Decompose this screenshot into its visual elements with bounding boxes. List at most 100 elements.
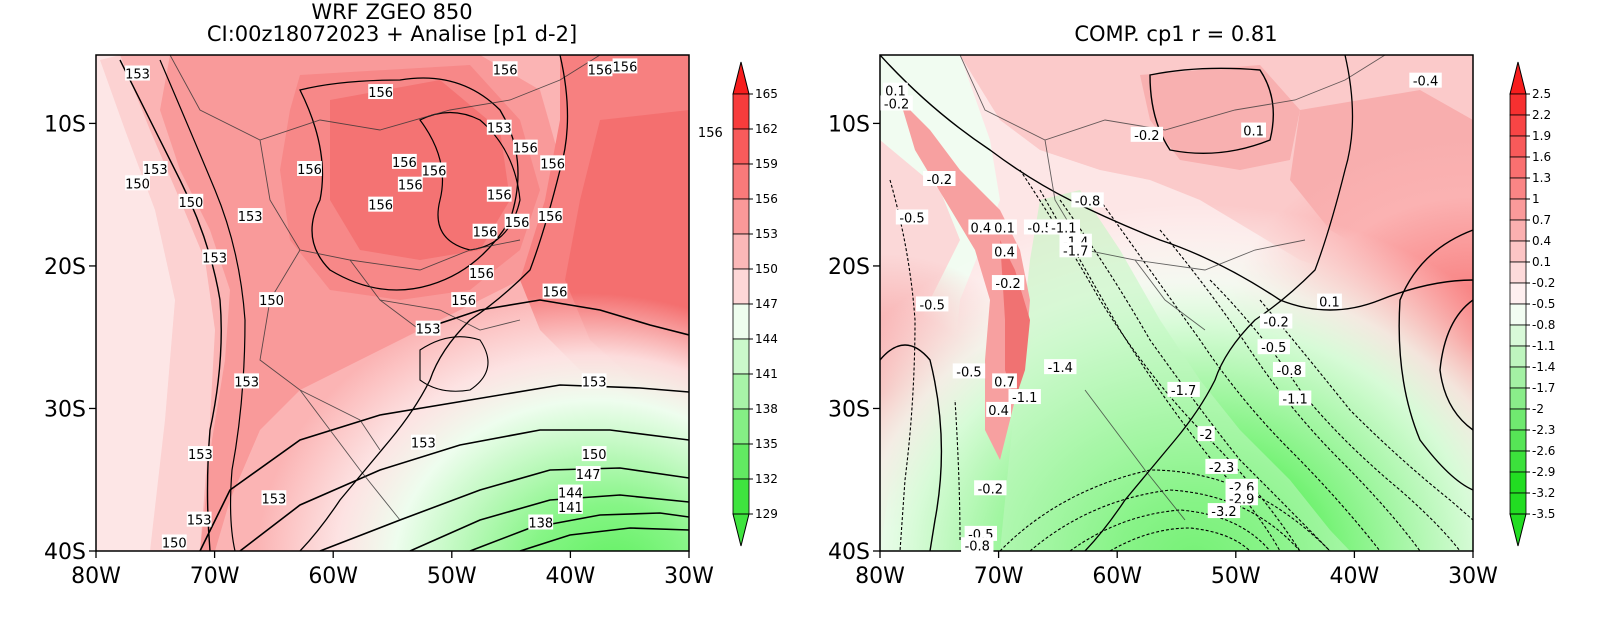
right-x-tick-label: 80W	[855, 564, 905, 589]
left-contour-label-bg	[234, 373, 260, 389]
left-contour-label: 150	[178, 196, 203, 211]
left-contour-label: 153	[143, 163, 168, 178]
right-contour-label-bg	[1008, 389, 1041, 405]
right-contour-label: 0.4	[994, 246, 1015, 261]
left-contour-label: 156	[487, 189, 512, 204]
left-contour-label: 153	[238, 210, 263, 225]
right-colorbar-segment	[1509, 219, 1527, 242]
left-contour-label-bg	[558, 498, 583, 514]
right-contour-label-bg	[1409, 72, 1442, 88]
right-contour-label-bg	[961, 537, 994, 553]
right-contour-label-bg	[1205, 458, 1238, 474]
left-contour-label-bg	[581, 446, 607, 462]
left-contour-label-bg	[186, 511, 212, 527]
left-colorbar-segment	[732, 128, 750, 165]
right-colorbar: 2.5 2.2 1.9 1.6 1.3 1 0.7 0.4 0.1 -0.2 -0.5 -0.8 -1.…	[1509, 61, 1555, 547]
right-colorbar-segment	[1509, 156, 1527, 179]
left-contour-label-bg	[540, 155, 566, 171]
right-colorbar-label: -2.9	[1532, 465, 1555, 479]
right-colorbar-label: -0.2	[1532, 276, 1555, 290]
right-contour-label: -1.4	[1048, 361, 1073, 376]
left-contour-label: 156	[540, 157, 565, 172]
right-y-tick-label: 20S	[828, 255, 870, 280]
left-contour-label-bg	[472, 223, 498, 239]
left-contour-label-bg	[492, 61, 518, 77]
right-x-tick-label: 40W	[1330, 564, 1380, 589]
left-colorbar-label: 159	[755, 157, 778, 171]
right-y-tick-label: 10S	[828, 112, 870, 137]
left-contour-label: 153	[125, 68, 150, 83]
left-contour-label: 156	[588, 63, 613, 78]
left-contour-label-bg	[237, 208, 263, 224]
left-colorbar-label: 165	[755, 87, 778, 101]
left-contour-label-bg	[486, 119, 512, 135]
right-contour-label-bg	[1130, 126, 1164, 142]
left-contour-label: 153	[261, 492, 286, 507]
left-x-tick-label: 60W	[308, 564, 358, 589]
right-map-frame	[879, 54, 1474, 552]
right-contour-label: -2.3	[1209, 461, 1234, 476]
right-colorbar-label: -0.5	[1532, 297, 1555, 311]
right-contour-label: -0.2	[927, 173, 952, 188]
right-colorbar-bottom-arrow	[1509, 513, 1527, 547]
left-contour-label: 156	[297, 163, 322, 178]
map-panel-right: COMP. cp1 r = 0.81	[828, 22, 1555, 589]
left-x-tick-label: 70W	[190, 564, 240, 589]
right-colorbar-segment	[1509, 366, 1527, 389]
left-contour-label-bg	[202, 249, 227, 265]
left-contour-label: 153	[234, 375, 259, 390]
right-x-tick-label: 50W	[1211, 564, 1261, 589]
left-title-line2: CI:00z18072023 + Analise [p1 d-2]	[207, 22, 577, 46]
left-colorbar-label: 156	[755, 192, 778, 206]
left-contour-label: 153	[582, 375, 607, 390]
right-y-tick-label: 40S	[828, 540, 870, 565]
left-y-tick-label: 20S	[44, 255, 86, 280]
left-y-tick-label: 40S	[44, 540, 86, 565]
right-colorbar-label: 0.4	[1532, 234, 1551, 248]
left-colorbar-label: 150	[755, 262, 778, 276]
right-contour-label: -0.8	[1276, 364, 1301, 379]
right-colorbar-label: -1.4	[1532, 360, 1555, 374]
left-contour-label: 156	[513, 142, 538, 157]
left-contour-label-bg	[697, 123, 723, 139]
left-contour-label: 138	[528, 516, 553, 531]
left-contour-label: 156	[469, 267, 494, 282]
left-contour-label: 153	[187, 514, 212, 529]
left-colorbar-top-arrow	[732, 61, 750, 95]
right-contour-label: -0.5	[899, 211, 924, 226]
left-colorbar-segment	[732, 163, 750, 200]
left-contour-label-bg	[575, 466, 601, 482]
right-contour-label-bg	[1071, 192, 1104, 208]
left-contour-label-bg	[397, 176, 423, 192]
right-colorbar-top-arrow	[1509, 61, 1527, 95]
left-colorbar-label: 132	[755, 472, 778, 486]
left-contour-label: 156	[392, 156, 417, 171]
right-contour-label-bg	[1225, 478, 1258, 494]
left-contour-label-bg	[187, 446, 213, 462]
right-contour-label-bg	[1272, 361, 1306, 377]
right-contour-label: -1.7	[1063, 244, 1088, 259]
right-contour-labels: 0.1-0.2-0.2 0.1-0.4-0.2-0.8-0.50.4 0.1 -0.5…	[880, 72, 1442, 554]
right-colorbar-segment	[1509, 387, 1527, 410]
right-contour-label-bg	[968, 219, 994, 235]
right-colorbar-segment	[1509, 471, 1527, 494]
right-x-tick-label: 30W	[1448, 564, 1498, 589]
left-contour-label-bg	[451, 292, 477, 308]
left-colorbar-label: 147	[755, 297, 778, 311]
right-y-tick-label: 30S	[828, 397, 870, 422]
right-colorbar-segment	[1509, 345, 1527, 368]
right-colorbar-label: -2.6	[1532, 444, 1555, 458]
right-colorbar-label: -3.2	[1532, 486, 1555, 500]
left-contour-label-bg	[581, 373, 607, 389]
right-x-tick-label: 70W	[974, 564, 1024, 589]
right-contour-label-bg	[992, 373, 1017, 389]
left-colorbar-label: 138	[755, 402, 778, 416]
right-contour-label: -0.5	[1261, 341, 1286, 356]
right-contour-label: 0.4	[988, 404, 1009, 419]
left-contour-label: 150	[125, 177, 150, 192]
left-colorbar-segment	[732, 443, 750, 480]
right-contour-label-bg	[1044, 359, 1077, 375]
right-contour-label: -1.1	[1051, 221, 1076, 236]
left-contour-label-bg	[486, 186, 512, 202]
